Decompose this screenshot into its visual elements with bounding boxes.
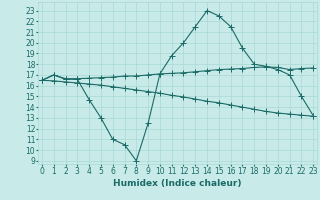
X-axis label: Humidex (Indice chaleur): Humidex (Indice chaleur) (113, 179, 242, 188)
